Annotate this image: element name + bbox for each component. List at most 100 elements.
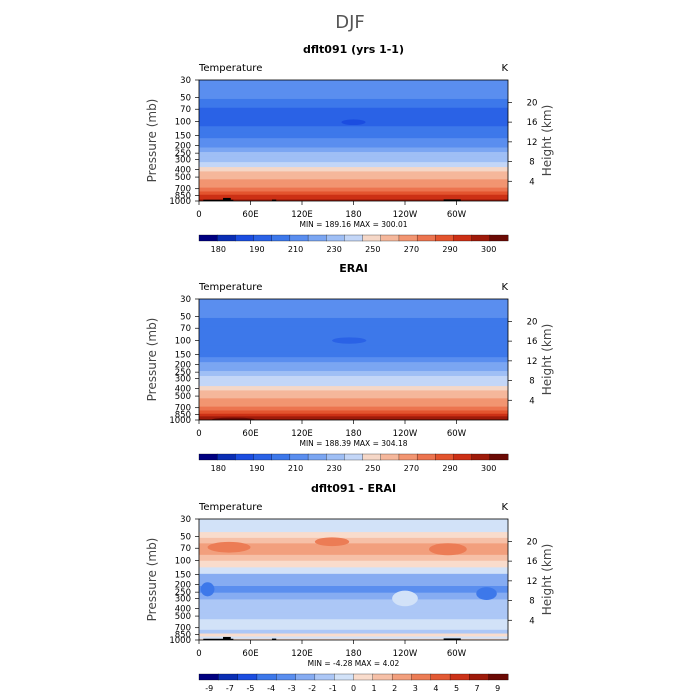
units-label: K bbox=[501, 63, 508, 74]
colorbar-swatch bbox=[380, 234, 400, 242]
contour-band bbox=[199, 394, 508, 399]
contour-band bbox=[199, 156, 508, 163]
contour-band bbox=[199, 416, 508, 419]
terrain-mask bbox=[271, 199, 277, 201]
pressure-tick-label: 250 bbox=[175, 149, 191, 159]
colorbar-label: 2 bbox=[392, 684, 397, 693]
contour-band bbox=[199, 629, 508, 634]
terrain-mask bbox=[443, 199, 461, 201]
height-tick-label: 8 bbox=[529, 597, 534, 607]
contour-band bbox=[199, 402, 508, 408]
contour-band bbox=[199, 86, 508, 100]
height-tick-label: 4 bbox=[529, 396, 534, 406]
contour-feature bbox=[341, 119, 366, 126]
pressure-axis-label: Pressure (mb) bbox=[145, 99, 159, 183]
colorbar-swatch bbox=[471, 234, 491, 242]
pressure-tick-label: 150 bbox=[175, 132, 191, 142]
contour-band bbox=[199, 194, 508, 198]
colorbar-label: 9 bbox=[495, 684, 500, 693]
pressure-tick-label: 200 bbox=[175, 360, 191, 370]
contour-band bbox=[199, 126, 508, 133]
contour-band bbox=[199, 418, 508, 420]
colorbar-swatch bbox=[435, 234, 454, 242]
colorbar-swatch bbox=[469, 673, 490, 681]
pressure-tick-label: 1000 bbox=[169, 416, 191, 426]
contour-band bbox=[199, 167, 508, 172]
longitude-tick-label: 120W bbox=[393, 210, 418, 220]
colorbar-swatch bbox=[271, 453, 291, 461]
colorbar-swatch bbox=[353, 673, 374, 681]
contour-band bbox=[199, 567, 508, 575]
height-tick-label: 16 bbox=[527, 337, 538, 347]
colorbar-label: 270 bbox=[404, 245, 419, 254]
colorbar-label: -1 bbox=[329, 684, 337, 693]
longitude-tick-label: 180 bbox=[345, 649, 361, 659]
pressure-tick-label: 70 bbox=[180, 324, 191, 334]
colorbar-swatch bbox=[198, 673, 219, 681]
contour-band bbox=[199, 138, 508, 144]
panel-title: ERAI bbox=[339, 262, 368, 275]
contour-band bbox=[199, 179, 508, 185]
contour-band bbox=[199, 317, 508, 328]
terrain-mask bbox=[271, 638, 277, 640]
colorbar-swatch bbox=[307, 453, 327, 461]
pressure-tick-label: 250 bbox=[175, 588, 191, 598]
contour-band bbox=[199, 191, 508, 196]
contour-band bbox=[199, 362, 508, 367]
pressure-tick-label: 50 bbox=[180, 533, 191, 543]
colorbar-swatch bbox=[253, 453, 273, 461]
contour-feature bbox=[476, 587, 497, 600]
height-tick-label: 12 bbox=[527, 357, 538, 367]
longitude-tick-label: 120E bbox=[291, 649, 313, 659]
colorbar-swatch bbox=[362, 234, 382, 242]
colorbar-swatch bbox=[489, 234, 509, 242]
contour-band bbox=[199, 579, 508, 587]
plot-area bbox=[199, 299, 508, 420]
colorbar-swatch bbox=[235, 453, 254, 461]
colorbar-swatch bbox=[237, 673, 258, 681]
contour-band bbox=[199, 625, 508, 631]
variable-label: Temperature bbox=[198, 63, 262, 74]
pressure-tick-label: 500 bbox=[175, 392, 191, 402]
colorbar-swatch bbox=[411, 673, 432, 681]
height-tick-label: 16 bbox=[527, 557, 538, 567]
height-axis-label: Height (km) bbox=[540, 544, 554, 615]
colorbar-label: 1 bbox=[372, 684, 377, 693]
contour-band bbox=[199, 197, 508, 200]
height-tick-label: 8 bbox=[529, 158, 534, 168]
height-axis-label: Height (km) bbox=[540, 324, 554, 395]
pressure-tick-label: 500 bbox=[175, 612, 191, 622]
contour-band bbox=[199, 573, 508, 581]
colorbar-swatch bbox=[256, 673, 277, 681]
colorbar-label: 300 bbox=[481, 245, 496, 254]
pressure-tick-label: 850 bbox=[175, 191, 191, 201]
colorbar-label: -9 bbox=[205, 684, 213, 693]
colorbar-swatch bbox=[453, 453, 473, 461]
pressure-tick-label: 100 bbox=[175, 557, 191, 567]
contour-band bbox=[199, 537, 508, 544]
min-max-stats: MIN = -4.28 MAX = 4.02 bbox=[308, 659, 400, 668]
height-tick-label: 20 bbox=[527, 317, 538, 327]
colorbar-label: 230 bbox=[327, 245, 342, 254]
height-tick-label: 4 bbox=[529, 616, 534, 626]
contour-band bbox=[199, 98, 508, 109]
panel-title: dflt091 (yrs 1-1) bbox=[303, 43, 404, 56]
contour-band bbox=[199, 333, 508, 340]
colorbar-swatch bbox=[314, 673, 335, 681]
colorbar-label: 230 bbox=[327, 464, 342, 473]
contour-band bbox=[199, 606, 508, 614]
contour-band bbox=[199, 523, 508, 533]
colorbar-label: -4 bbox=[267, 684, 275, 693]
pressure-tick-label: 50 bbox=[180, 94, 191, 104]
pressure-tick-label: 500 bbox=[175, 173, 191, 183]
contour-band bbox=[199, 519, 508, 525]
colorbar-swatch bbox=[398, 234, 418, 242]
pressure-tick-label: 50 bbox=[180, 313, 191, 323]
colorbar-swatch bbox=[416, 453, 436, 461]
longitude-tick-label: 120E bbox=[291, 210, 313, 220]
pressure-tick-label: 300 bbox=[175, 594, 191, 604]
colorbar-swatch bbox=[198, 234, 218, 242]
contour-feature bbox=[392, 590, 418, 607]
colorbar-swatch bbox=[489, 453, 509, 461]
longitude-tick-label: 180 bbox=[345, 210, 361, 220]
